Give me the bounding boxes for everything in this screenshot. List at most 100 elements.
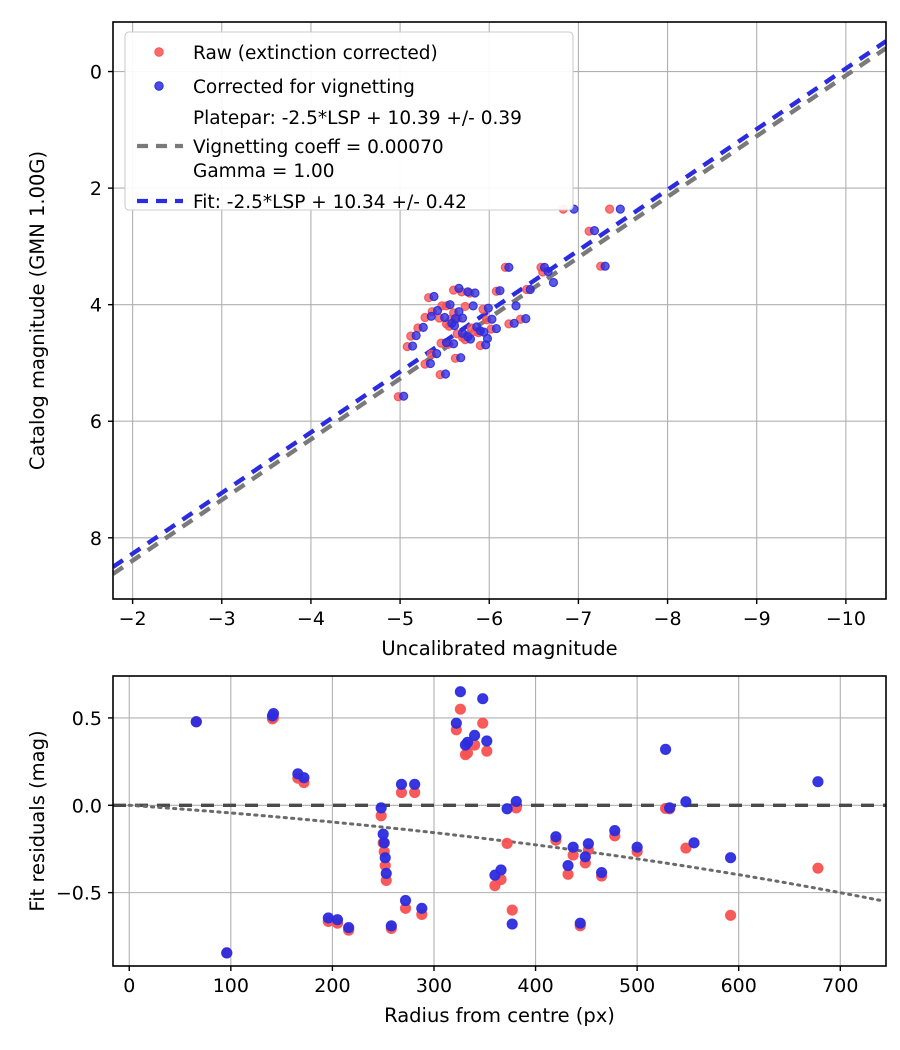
fit-lines-fit-residuals [113,803,886,902]
legend-label: Raw (extinction corrected) [193,43,438,64]
legend-label: Vignetting coeff = 0.00070 [193,137,444,158]
xtick-label: −10 [826,608,866,630]
data-point [448,339,459,349]
data-point [724,909,737,921]
data-point [501,803,513,815]
legend-marker-dot [154,81,164,91]
data-point [605,204,615,214]
data-point [343,921,355,934]
data-point [664,802,676,814]
xtick-label: −8 [654,608,682,630]
data-point [511,301,521,311]
data-point [221,947,233,959]
data-point [501,837,513,849]
xtick-label: 200 [314,975,350,997]
data-point [469,729,481,742]
data-point [724,852,737,864]
data-point [454,703,466,715]
yaxis-label-fit-residuals: Fit residuals (mag) [26,730,49,911]
xtick-label: 300 [416,975,452,997]
data-point [543,266,553,277]
xtick-label: −3 [208,608,236,630]
data-point [440,369,451,379]
data-point [457,313,468,323]
data-point [425,358,435,369]
ytick-label: 0 [90,62,102,84]
xtick-label: −6 [475,608,503,630]
series-corrected-for-vignetting [190,686,824,959]
data-point [506,904,518,916]
data-point [418,322,428,332]
data-point [407,341,418,351]
data-point [659,743,672,755]
axes-magnitude-calibration: −2 −3 −4 −5 −6 −7 −8 −9 −10 0 2 4 6 8 Uncalibrated mag… [26,21,887,660]
line-Fit [113,39,886,569]
data-point [582,838,594,850]
legend: Raw (extinction corrected) Corrected for … [124,31,574,213]
ticks-magnitude-calibration: −2 −3 −4 −5 −6 −7 −8 −9 −10 0 2 4 6 8 [90,62,866,630]
data-point [548,277,559,288]
data-point [331,914,344,926]
data-point [470,288,480,298]
data-point [298,772,310,784]
data-point [574,917,586,929]
data-point [267,707,280,720]
series-raw-extinction-corrected- [190,703,824,959]
data-point [481,745,493,757]
data-point [399,391,409,401]
line-vignetting-curve [127,803,883,902]
data-point [609,825,621,837]
data-point [454,283,464,293]
data-point [468,301,478,311]
axes-frame-fit-residuals [112,675,887,967]
data-point [411,330,421,341]
data-point [631,841,643,853]
data-point [680,842,692,854]
data-point [449,321,460,331]
gridlines-fit-residuals [113,676,886,966]
ytick-label: 2 [90,178,102,200]
data-point [550,831,562,843]
data-point [510,795,522,808]
data-point [477,693,489,705]
data-point [506,918,518,930]
data-point [380,867,392,880]
data-point [482,333,493,344]
data-point [385,920,397,932]
xtick-label: −7 [564,608,592,630]
data-point [399,894,412,907]
data-point [454,686,466,698]
ytick-label: 8 [90,528,102,550]
axes-fit-residuals: 0 100 200 300 400 500 600 700 0.5 0.0 −0.5 Radius f… [26,675,887,1027]
series-corrected-for-vignetting [399,204,625,401]
xtick-label: 0 [123,975,135,997]
data-point [481,735,493,747]
ytick-label: 0.5 [72,708,102,730]
axes-frame-magnitude-calibration [112,21,887,600]
datapoints-fit-residuals [190,686,824,959]
datapoints-magnitude-calibration [393,204,625,402]
data-point [525,284,535,295]
xtick-label: 100 [213,975,249,997]
line-Platepar [113,46,886,576]
xtick-label: −5 [386,608,414,630]
data-point [567,841,579,853]
ytick-label: 4 [90,295,102,317]
data-point [190,716,202,728]
legend-label: Gamma = 1.00 [193,161,335,182]
data-point [600,261,610,271]
xtick-label: 500 [619,975,655,997]
ytick-label: 0.0 [72,795,102,817]
legend-label: Fit: -2.5*LSP + 10.34 +/- 0.42 [193,192,467,213]
data-point [477,717,489,729]
data-point [495,286,505,296]
data-point [688,837,700,849]
data-point [521,314,531,324]
legend-label: Platepar: -2.5*LSP + 10.39 +/- 0.39 [193,108,522,129]
data-point [595,866,608,879]
data-point [589,226,600,236]
data-point [461,736,474,748]
data-point [378,837,390,849]
data-point [680,796,692,808]
